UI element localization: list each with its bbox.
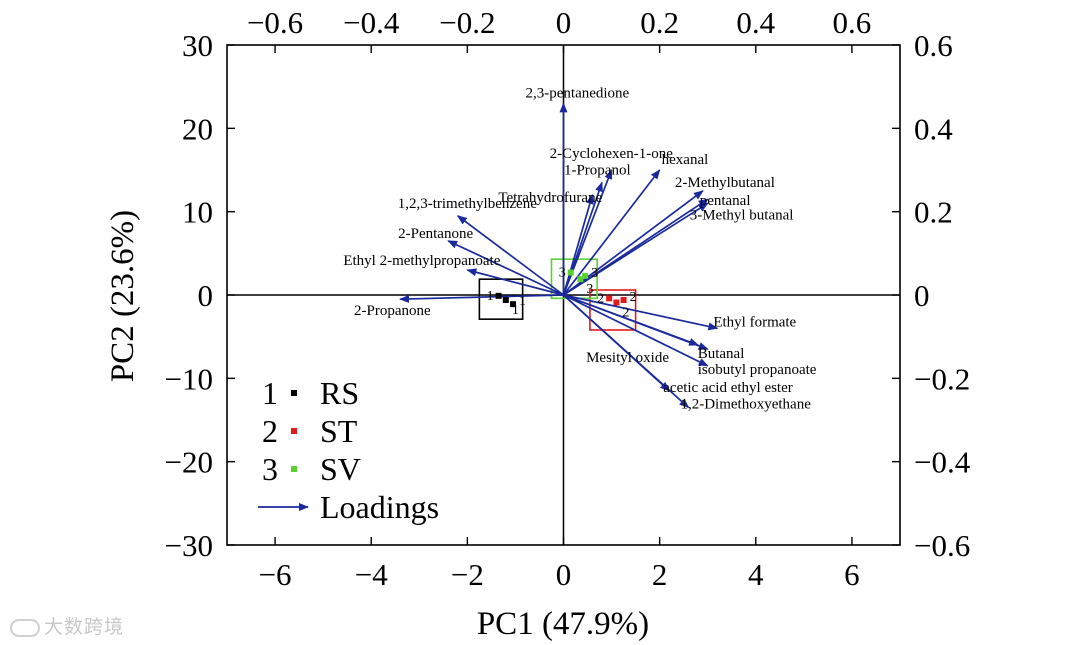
y-tick-label: 0 <box>198 278 214 313</box>
top-tick-label: 0 <box>556 5 572 40</box>
legend-loadings-label: Loadings <box>320 489 439 525</box>
right-tick-label: −0.6 <box>914 528 970 563</box>
point-label: 2 <box>630 290 637 305</box>
loading-label: 3-Methyl butanal <box>690 207 794 223</box>
loading-label: 2-Cyclohexen-1-one <box>550 146 674 162</box>
watermark-text: 大数跨境 <box>44 616 125 638</box>
x-tick-label: −2 <box>451 557 484 592</box>
score-point-rs <box>495 292 502 299</box>
right-tick-label: 0.6 <box>914 28 953 63</box>
legend-marker-rs <box>291 390 297 396</box>
score-point-st <box>606 295 613 302</box>
point-label: 3 <box>591 266 598 281</box>
score-point-rs <box>502 297 509 303</box>
x-tick-label: 4 <box>748 557 764 592</box>
y-tick-label: −30 <box>165 528 213 563</box>
score-point-sv <box>577 276 584 283</box>
loading-label: pentanal <box>700 193 751 209</box>
loading-label: 2-Methylbutanal <box>675 175 775 191</box>
x-tick-label: 0 <box>556 557 572 592</box>
loading-label: Ethyl 2-methylpropanoate <box>343 253 500 269</box>
score-point-sv <box>582 272 589 279</box>
x-tick-label: 6 <box>844 557 860 592</box>
legend-label: ST <box>320 413 358 449</box>
point-label: 3 <box>559 266 566 281</box>
loading-label: 2,3-pentanedione <box>526 85 630 101</box>
top-tick-label: 0.6 <box>833 5 872 40</box>
x-tick-label: 2 <box>652 557 668 592</box>
top-tick-label: −0.4 <box>343 5 400 40</box>
score-point-rs <box>510 301 517 308</box>
loading-label: 2-Propanone <box>354 303 431 319</box>
point-label: 3 <box>586 282 593 297</box>
legend-id: 2 <box>262 413 278 449</box>
y-tick-label: 30 <box>182 28 213 63</box>
loading-arrow <box>562 294 690 409</box>
legend-label: RS <box>320 375 359 411</box>
loading-arrow <box>399 294 564 303</box>
loading-label: 1,2-Dimethoxyethane <box>680 397 811 413</box>
loading-arrow <box>456 215 565 296</box>
loading-label: Tetrahydrofurane <box>498 190 602 206</box>
loading-label: acetic acid ethyl ester <box>663 380 793 396</box>
y-tick-label: 10 <box>182 195 213 230</box>
y-tick-label: −10 <box>165 361 213 396</box>
legend-id: 1 <box>262 375 278 411</box>
loading-labels: 2,3-pentanedione 2-Cyclohexen-1-one1-Prop… <box>343 85 816 412</box>
point-label: 2 <box>597 291 604 306</box>
loading-label: 2-Pentanone <box>398 226 473 242</box>
loading-arrow <box>563 294 709 367</box>
legend-label: SV <box>320 451 361 487</box>
right-tick-label: −0.4 <box>914 445 971 480</box>
x-tick-label: −6 <box>259 557 292 592</box>
loading-label: Ethyl formate <box>713 314 796 330</box>
point-label: 2 <box>622 306 629 321</box>
legend-marker-st <box>291 428 297 434</box>
point-label: 1 <box>519 294 526 309</box>
y-tick-label: 20 <box>182 111 213 146</box>
loading-label: 1-Propanol <box>564 163 631 179</box>
loading-arrow <box>562 181 603 296</box>
x-axis-title: PC1 (47.9%) <box>477 606 649 642</box>
loading-label: isobutyl propanoate <box>698 362 817 378</box>
right-tick-label: 0.2 <box>914 195 953 230</box>
top-tick-label: 0.4 <box>736 5 775 40</box>
top-tick-label: −0.2 <box>439 5 495 40</box>
point-label: 1 <box>487 289 494 304</box>
loading-label: Mesityl oxide <box>586 350 669 366</box>
score-point-sv <box>567 269 574 276</box>
watermark: 大数跨境 <box>10 612 124 639</box>
right-tick-label: 0.4 <box>914 111 953 146</box>
score-point-st <box>613 299 620 306</box>
loading-arrow <box>563 294 719 331</box>
watermark-logo-icon <box>10 618 40 637</box>
right-tick-label: 0 <box>914 278 930 313</box>
loading-arrow <box>562 169 661 296</box>
score-point-st <box>620 297 627 303</box>
legend-id: 3 <box>262 451 278 487</box>
loading-arrow <box>562 194 594 296</box>
loading-arrow <box>447 240 564 296</box>
right-tick-label: −0.2 <box>914 361 970 396</box>
point-label: 1 <box>512 303 519 318</box>
loading-label: hexanal <box>662 152 709 168</box>
legend-marker-sv <box>291 466 297 472</box>
x-tick-label: −4 <box>355 557 388 592</box>
loading-arrow <box>563 294 709 350</box>
loading-label: 1,2,3-trimethylbenzene <box>398 196 537 212</box>
loading-label: Butanal <box>698 346 745 362</box>
y-axis-title: PC2 (23.6%) <box>105 210 141 382</box>
top-tick-label: −0.6 <box>247 5 303 40</box>
y-tick-label: −20 <box>165 445 213 480</box>
loading-arrow <box>563 202 709 296</box>
loading-arrow <box>466 268 564 296</box>
top-tick-label: 0.2 <box>640 5 679 40</box>
